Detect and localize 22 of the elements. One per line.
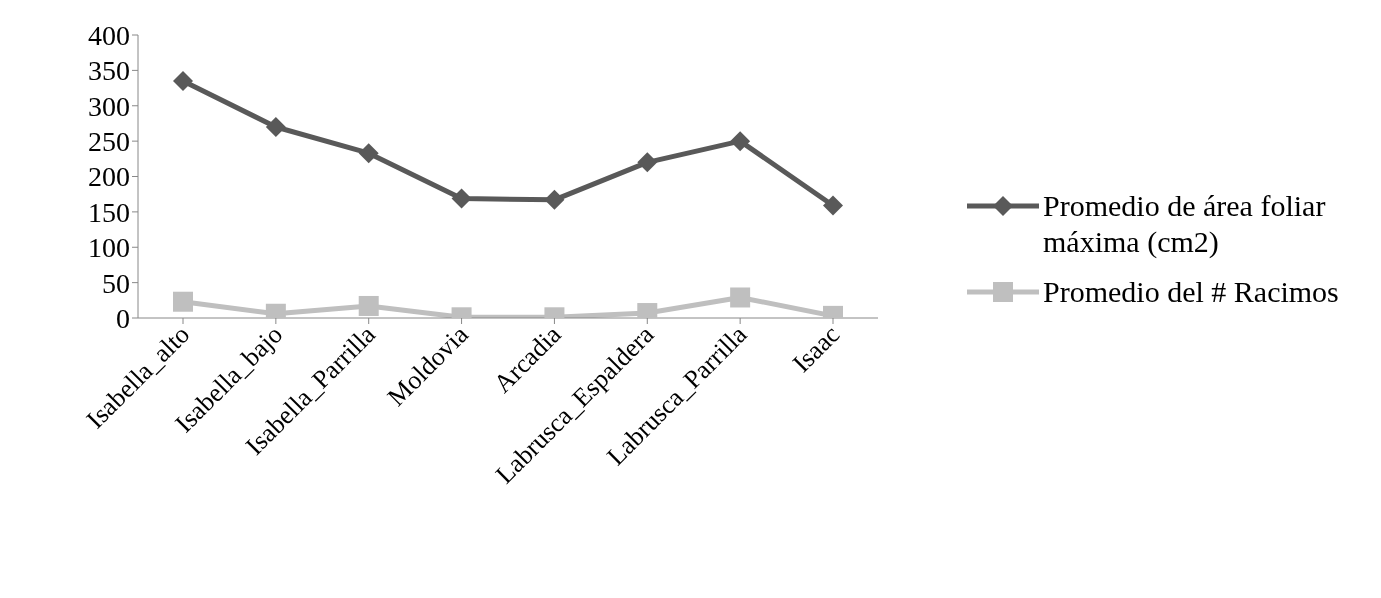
point — [265, 116, 286, 137]
y-tick-label: 200 — [88, 161, 130, 193]
y-tick-label: 0 — [116, 302, 130, 334]
point — [823, 195, 843, 216]
point — [730, 131, 751, 152]
legend-label: Promedio del # Racimos — [1043, 274, 1339, 310]
point — [358, 143, 379, 164]
point — [173, 291, 193, 312]
y-tick-label: 100 — [88, 232, 130, 264]
point — [451, 188, 472, 209]
point — [544, 189, 565, 210]
legend-label: Promedio de área foliar máxima (cm2) — [1043, 188, 1327, 260]
y-tick-label: 300 — [88, 90, 130, 122]
y-tick-label: 50 — [102, 267, 130, 299]
point — [637, 152, 658, 173]
point — [730, 287, 751, 308]
y-tick-label: 150 — [88, 196, 130, 228]
point — [358, 295, 379, 316]
y-tick-label: 350 — [88, 55, 130, 87]
y-tick-label: 250 — [88, 126, 130, 158]
y-tick-label: 400 — [88, 19, 130, 51]
point — [173, 70, 193, 91]
